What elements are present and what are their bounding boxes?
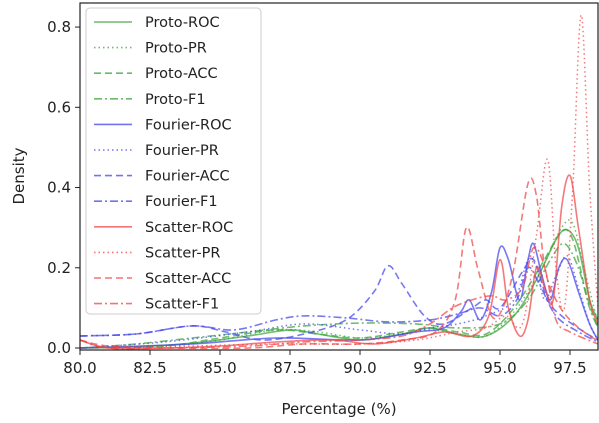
legend-label: Scatter-F1 xyxy=(145,297,219,313)
y-tick-label: 0.2 xyxy=(47,259,71,277)
y-axis: 0.0 0.2 0.4 0.6 0.8 xyxy=(47,18,80,357)
y-tick-label: 0.4 xyxy=(47,179,71,197)
legend-label: Proto-PR xyxy=(145,41,207,57)
legend-label: Fourier-F1 xyxy=(145,194,218,210)
plot-frame xyxy=(79,2,599,351)
legend-label: Proto-ROC xyxy=(145,15,220,31)
series-line-scatter-acc xyxy=(80,177,598,350)
series-line-fourier-acc xyxy=(80,257,598,341)
legend-label: Fourier-ROC xyxy=(145,117,232,133)
x-tick-label: 82.5 xyxy=(133,359,166,377)
x-axis-label: Percentage (%) xyxy=(281,400,396,418)
x-tick-label: 85.0 xyxy=(203,359,236,377)
y-tick-label: 0.0 xyxy=(47,339,71,357)
y-tick-label: 0.8 xyxy=(47,18,71,36)
series-line-proto-pr xyxy=(80,219,598,349)
legend-label: Fourier-PR xyxy=(145,143,219,159)
x-tick-label: 80.0 xyxy=(63,359,96,377)
legend-label: Proto-F1 xyxy=(145,92,206,108)
legend-label: Scatter-ROC xyxy=(145,220,233,236)
x-tick-label: 95.0 xyxy=(483,359,516,377)
series-line-scatter-f1 xyxy=(80,246,598,350)
legend-box xyxy=(85,7,262,315)
x-tick-label: 87.5 xyxy=(273,359,306,377)
y-tick-label: 0.6 xyxy=(47,98,71,116)
x-tick-label: 92.5 xyxy=(413,359,446,377)
series-line-fourier-pr xyxy=(80,254,598,349)
x-tick-label: 90.0 xyxy=(343,359,376,377)
legend-label: Scatter-PR xyxy=(145,245,220,261)
series-line-proto-f1 xyxy=(80,242,598,349)
series-line-fourier-f1 xyxy=(80,266,598,343)
series-layer xyxy=(80,14,598,350)
legend-label: Proto-ACC xyxy=(145,66,218,82)
legend: Proto-ROC Proto-PR Proto-ACC Proto-F1 Fourie… xyxy=(85,7,262,315)
legend-label: Fourier-ACC xyxy=(145,169,230,185)
x-tick-label: 97.5 xyxy=(553,359,586,377)
x-axis: 80.0 82.5 85.0 87.5 90.0 92.5 95.0 97.5 xyxy=(63,350,587,377)
y-axis-label: Density xyxy=(10,147,28,204)
series-line-scatter-roc xyxy=(80,174,598,350)
legend-label: Scatter-ACC xyxy=(145,271,231,287)
